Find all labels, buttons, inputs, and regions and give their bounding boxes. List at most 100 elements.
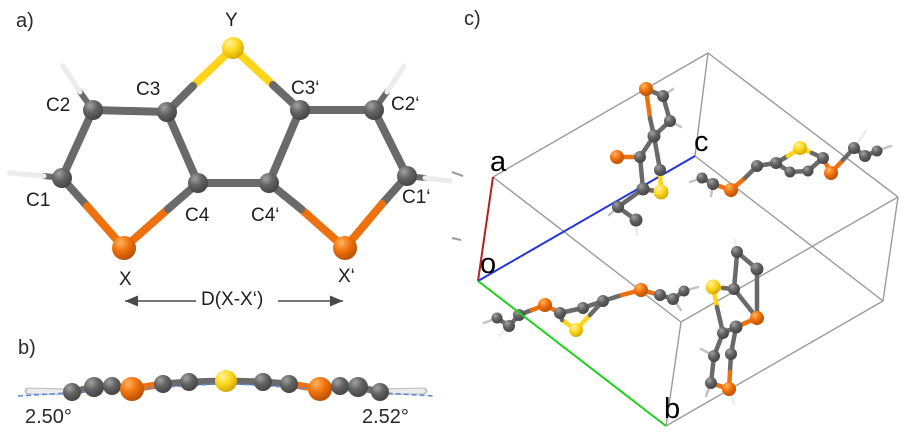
- atom-C: [654, 289, 666, 301]
- panel-c-axis-green: [477, 280, 667, 427]
- panel-c-axis-red: [477, 176, 494, 282]
- atom-X: [634, 283, 648, 297]
- atom-X: [333, 236, 357, 260]
- atom-C: [254, 373, 272, 391]
- atom-label-x-prime: X‘: [338, 266, 355, 287]
- atom-C: [491, 312, 503, 324]
- atom-label-x: X: [119, 269, 132, 290]
- atom-S: [705, 279, 721, 295]
- atom-C: [696, 172, 708, 184]
- atom-C: [717, 327, 729, 339]
- atom-C: [802, 165, 814, 177]
- atom-C: [331, 377, 349, 395]
- atom-label-c4-prime: C4‘: [251, 205, 280, 226]
- atom-X: [610, 150, 624, 164]
- atom-label-c3: C3: [136, 79, 161, 100]
- atom-C: [84, 377, 104, 397]
- atom-label-c1-prime: C1‘: [402, 187, 431, 208]
- atom-C: [83, 100, 103, 120]
- atom-C: [729, 320, 743, 334]
- atom-label-c3-prime: C3‘: [291, 78, 320, 99]
- atom-C: [597, 295, 609, 307]
- atom-C: [848, 142, 860, 154]
- atom-S: [793, 141, 807, 155]
- atom-X: [538, 298, 552, 312]
- atom-C: [103, 377, 121, 395]
- atom-X: [750, 311, 764, 325]
- atom-C: [154, 375, 172, 393]
- atom-C: [636, 182, 650, 196]
- atom-C: [634, 151, 646, 163]
- atom-C: [728, 283, 740, 295]
- atom-C: [63, 383, 81, 401]
- atom-C: [817, 152, 829, 164]
- atom-C: [259, 173, 279, 193]
- atom-C: [180, 373, 198, 391]
- atom-C: [364, 100, 384, 120]
- panel-c-molecule-atoms: [491, 82, 883, 396]
- atom-C: [657, 90, 669, 102]
- atom-C: [290, 100, 310, 120]
- atom-C: [654, 164, 666, 176]
- panel-c-cell-edges: [451, 52, 899, 427]
- atom-label-c1: C1: [26, 190, 51, 211]
- atom-S: [569, 323, 583, 337]
- torsion-angle-right: 2.52°: [362, 406, 409, 428]
- atom-C: [678, 285, 690, 297]
- atom-C: [612, 201, 624, 213]
- atom-C: [667, 293, 679, 305]
- torsion-angle-left: 2.50°: [25, 406, 72, 428]
- atom-S: [653, 184, 669, 200]
- atom-X: [308, 377, 332, 401]
- axis-label-a: a: [490, 146, 507, 178]
- panel-a-atoms: [52, 37, 417, 260]
- atom-C: [513, 309, 525, 321]
- atom-C: [784, 166, 796, 178]
- atom-S: [215, 370, 237, 392]
- atom-S: [222, 37, 244, 59]
- atom-C: [371, 383, 389, 401]
- panel-a-letter: a): [16, 10, 34, 32]
- atom-C: [770, 157, 782, 169]
- atom-C: [859, 150, 871, 162]
- atom-C: [647, 129, 661, 143]
- atom-C: [731, 246, 743, 258]
- atom-C: [348, 377, 368, 397]
- atom-C: [725, 348, 737, 360]
- panel-a-distance-arrow: [125, 295, 343, 307]
- axis-label-b: b: [664, 393, 681, 425]
- atom-C: [707, 178, 719, 190]
- atom-C: [554, 307, 566, 319]
- panel-b-atoms: [63, 370, 389, 401]
- atom-C: [503, 320, 515, 332]
- atom-C: [157, 102, 177, 122]
- atom-label-c2-prime: C2‘: [391, 94, 420, 115]
- axis-label-o: o: [480, 248, 497, 280]
- atom-C: [52, 168, 72, 188]
- atom-C: [664, 115, 676, 127]
- atom-C: [280, 375, 298, 393]
- panel-c-molecule-2-bonds: [688, 129, 893, 198]
- atom-C: [577, 302, 589, 314]
- atom-C: [705, 377, 717, 389]
- atom-X: [112, 236, 136, 260]
- atom-X: [120, 377, 144, 401]
- atom-C: [871, 145, 883, 157]
- distance-annotation: D(X-X‘): [201, 289, 264, 310]
- panel-a-bonds: [58, 44, 411, 252]
- panel-c-letter: c): [464, 8, 481, 30]
- atom-label-c4: C4: [185, 205, 210, 226]
- atom-label-c2: C2: [46, 95, 71, 116]
- panel-b-letter: b): [18, 337, 36, 359]
- atom-C: [751, 160, 763, 172]
- atom-X: [724, 183, 738, 197]
- atom-X: [824, 166, 838, 180]
- atom-X: [722, 382, 736, 396]
- atom-X: [639, 82, 653, 96]
- atom-label-y: Y: [225, 10, 238, 31]
- atom-C: [750, 262, 764, 276]
- axis-label-c: c: [694, 126, 709, 158]
- atom-C: [629, 213, 643, 227]
